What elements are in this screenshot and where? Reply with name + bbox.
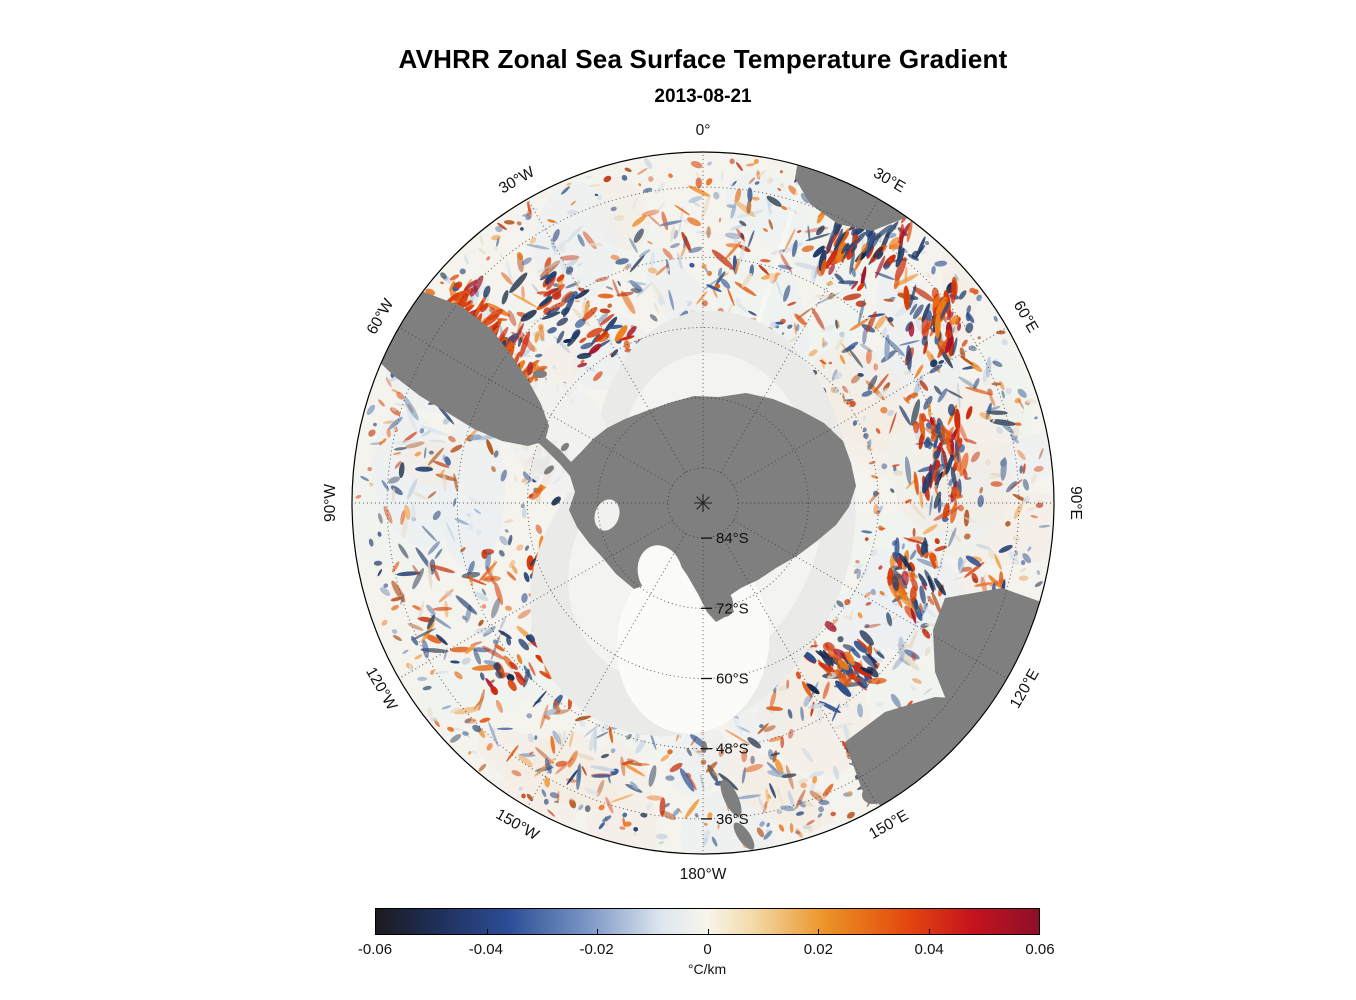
- colorbar-tick-label: 0.06: [1025, 941, 1055, 958]
- meridian-label: 150°E: [866, 807, 911, 843]
- pole-marker: [694, 494, 712, 512]
- colorbar-tick-label: 0.04: [914, 941, 944, 958]
- chart-title: AVHRR Zonal Sea Surface Temperature Grad…: [398, 44, 1008, 74]
- peninsula-island: [544, 465, 554, 475]
- coastal-island: [714, 589, 734, 617]
- ronne-ice-shelf: [594, 499, 620, 531]
- falkland-islands: [533, 370, 547, 378]
- map-boundary: [351, 151, 1055, 855]
- tasmania: [862, 786, 884, 804]
- meridian-label: 90°E: [1067, 486, 1084, 520]
- colorbar-tick-mark: [707, 929, 709, 934]
- graticule: [352, 152, 1054, 854]
- meridian-label: 90°W: [322, 484, 339, 522]
- meridian-label: 180°W: [680, 866, 727, 883]
- parallel-label: 36°S: [716, 811, 749, 828]
- new-zealand-north: [733, 822, 755, 850]
- chart-subtitle: 2013-08-21: [654, 86, 752, 107]
- colorbar-tick-label: -0.04: [468, 941, 503, 958]
- colorbar-tick-label: -0.06: [357, 941, 393, 958]
- colorbar-tick-mark: [597, 929, 598, 934]
- colorbar-tick-label: 0: [703, 941, 712, 958]
- antarctica: [497, 393, 856, 622]
- meridian-label: 60°E: [1010, 298, 1042, 336]
- parallel-label: 72°S: [716, 600, 749, 617]
- colorbar-tick-mark: [486, 929, 488, 934]
- meridian-label: 0°: [696, 122, 711, 139]
- colorbar-tick-mark: [928, 929, 930, 934]
- peninsula-island-2: [560, 442, 570, 452]
- ross-ice-shelf: [637, 545, 683, 599]
- colorbar-tick-label: 0.02: [803, 941, 833, 958]
- parallel-label: 60°S: [716, 671, 749, 688]
- meridian-label: 30°W: [496, 163, 538, 197]
- colorbar-tick-labels: -0.06 -0.04 -0.02 0 0.02 0.04 0.06: [358, 941, 1055, 959]
- colorbar-tick-mark: [818, 929, 819, 934]
- meridian-label: 60°W: [364, 296, 398, 338]
- new-zealand-south: [720, 779, 742, 817]
- macquarie-island: [701, 741, 707, 753]
- colorbar-unit-label: °C/km: [687, 961, 727, 977]
- parallel-label: 48°S: [716, 741, 749, 758]
- meridian-label: 120°E: [1007, 666, 1043, 711]
- meridian-label: 30°E: [870, 165, 908, 197]
- colorbar-gradient: [375, 908, 1040, 935]
- colorbar-tick-label: -0.02: [579, 941, 614, 958]
- parallel-label: 84°S: [716, 530, 749, 547]
- parallel-labels: 84°S 72°S 60°S 48°S 36°S: [701, 530, 749, 828]
